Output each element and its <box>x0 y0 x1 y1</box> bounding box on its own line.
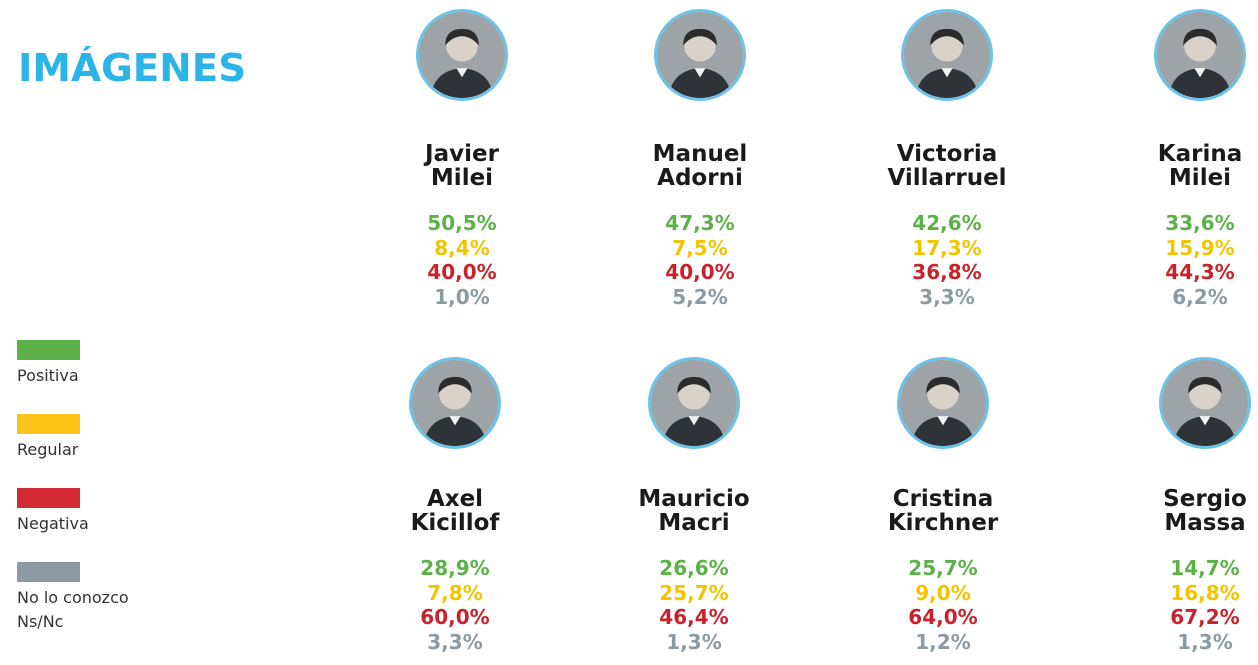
value-label-pos: 25,7% <box>908 556 978 580</box>
chart-title: IMÁGENES <box>18 46 247 90</box>
value-label-nsnc: 3,3% <box>427 629 483 654</box>
value-label-reg: 16,8% <box>1170 580 1240 605</box>
legend-swatch <box>17 562 80 582</box>
legend-swatch <box>17 488 80 508</box>
legend-item: No lo conozco Ns/Nc <box>17 562 129 634</box>
value-label-reg: 8,4% <box>434 235 490 260</box>
legend-label: Regular <box>17 440 79 459</box>
candidate-name: Manuel Adorni <box>652 141 748 191</box>
legend-swatch <box>17 340 80 360</box>
value-label-reg: 25,7% <box>659 580 729 605</box>
legend-label: No lo conozco Ns/Nc <box>17 588 129 631</box>
value-label-neg: 40,0% <box>427 260 497 284</box>
value-label-pos: 42,6% <box>912 211 982 235</box>
value-label-pos: 26,6% <box>659 556 729 580</box>
value-label-neg: 40,0% <box>665 260 735 284</box>
value-label-neg: 60,0% <box>420 605 490 629</box>
candidate-name: Axel Kicillof <box>410 486 500 536</box>
candidate-name: Victoria Villarruel <box>887 141 1007 191</box>
value-label-nsnc: 1,2% <box>915 629 971 654</box>
value-label-pos: 33,6% <box>1165 211 1235 235</box>
candidate-name: Cristina Kirchner <box>887 486 999 536</box>
candidate-name: Sergio Massa <box>1163 486 1247 536</box>
value-label-reg: 9,0% <box>915 580 971 605</box>
legend-item: Regular <box>17 414 80 462</box>
candidate-photo-icon <box>897 357 989 449</box>
legend-item: Negativa <box>17 488 89 536</box>
value-label-neg: 44,3% <box>1165 260 1235 284</box>
candidate-photo-icon <box>409 357 501 449</box>
candidate-name: Karina Milei <box>1157 141 1243 191</box>
candidate-photo-icon <box>654 9 746 101</box>
value-label-nsnc: 3,3% <box>919 284 975 309</box>
value-label-nsnc: 1,0% <box>434 284 490 309</box>
value-label-nsnc: 6,2% <box>1172 284 1228 309</box>
candidate-name: Mauricio Macri <box>638 486 750 536</box>
value-label-reg: 7,5% <box>672 235 728 260</box>
legend-swatch <box>17 414 80 434</box>
value-label-pos: 14,7% <box>1170 556 1240 580</box>
candidate-photo-icon <box>1159 357 1251 449</box>
candidate-photo-icon <box>648 357 740 449</box>
value-label-neg: 64,0% <box>908 605 978 629</box>
legend-item: Positiva <box>17 340 80 388</box>
value-label-nsnc: 1,3% <box>1177 629 1233 654</box>
value-label-reg: 7,8% <box>427 580 483 605</box>
value-label-neg: 36,8% <box>912 260 982 284</box>
candidate-photo-icon <box>1154 9 1246 101</box>
candidate-photo-icon <box>416 9 508 101</box>
value-label-neg: 67,2% <box>1170 605 1240 629</box>
value-label-pos: 47,3% <box>665 211 735 235</box>
value-label-pos: 28,9% <box>420 556 490 580</box>
value-label-reg: 15,9% <box>1165 235 1235 260</box>
legend-label: Negativa <box>17 514 89 533</box>
value-label-pos: 50,5% <box>427 211 497 235</box>
legend-label: Positiva <box>17 366 79 385</box>
value-label-nsnc: 1,3% <box>666 629 722 654</box>
value-label-nsnc: 5,2% <box>672 284 728 309</box>
candidate-name: Javier Milei <box>425 141 499 191</box>
candidate-photo-icon <box>901 9 993 101</box>
value-label-neg: 46,4% <box>659 605 729 629</box>
value-label-reg: 17,3% <box>912 235 982 260</box>
